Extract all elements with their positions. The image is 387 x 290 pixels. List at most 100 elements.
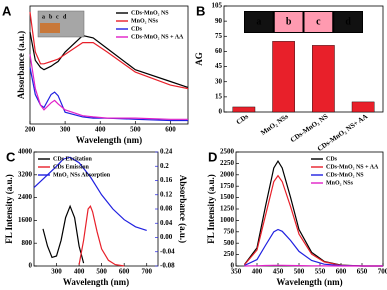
y-axis-title: FL Intensity (a.u.) <box>4 174 14 244</box>
x-tick-label: 550 <box>315 268 326 276</box>
y-tick-label: 2000 <box>220 170 235 178</box>
x-tick-label: 400 <box>74 268 85 276</box>
y-axis-title: AG <box>194 52 204 66</box>
x-tick-label: 400 <box>95 126 106 134</box>
x-axis-title: Wavelength (nm) <box>63 277 129 287</box>
y-tick-label: 0 <box>219 108 223 116</box>
x-tick-label: 200 <box>25 126 36 134</box>
x-tick-label: MnO₂ NSs <box>259 112 290 137</box>
legend-label: CDs-MnO₂ NS <box>326 172 364 178</box>
x-tick-label: 300 <box>51 268 62 276</box>
y-tick-label: 2400 <box>18 193 33 201</box>
y2-tick-label: -0.08 <box>160 262 175 270</box>
x-tick-label: CDs <box>235 112 250 126</box>
x-tick-label: 700 <box>378 268 387 276</box>
y-tick-label: 800 <box>22 239 33 247</box>
x-tick-label: 450 <box>273 268 284 276</box>
inset-label: a <box>256 16 261 27</box>
inset-label: d <box>63 14 67 20</box>
series-line <box>244 228 383 267</box>
series-line <box>33 156 147 231</box>
y-tick-label: 2500 <box>220 148 235 156</box>
y-tick-label: 2250 <box>220 159 235 167</box>
legend-label: CDs Emission <box>53 164 90 170</box>
y-tick-label: 4000 <box>18 148 33 156</box>
y-tick-label: 1750 <box>220 182 235 190</box>
x-tick-label: 500 <box>294 268 305 276</box>
y-axis-title: Absorbance (a.u.) <box>16 31 26 99</box>
y2-tick-label: 0.24 <box>160 148 173 156</box>
y2-tick-label: 0.12 <box>160 190 173 198</box>
y-tick-label: 1000 <box>220 216 235 224</box>
legend-label: MnO₂ NSs <box>131 18 159 24</box>
bar <box>312 45 335 113</box>
x-tick-label: 650 <box>357 268 368 276</box>
x-tick-label: 600 <box>119 268 130 276</box>
y-tick-label: 1250 <box>220 205 235 213</box>
series-line <box>244 264 383 267</box>
y-axis-title: FL Intensity (a.u.) <box>206 174 216 244</box>
x-tick-label: 500 <box>96 268 107 276</box>
series-line <box>78 205 125 267</box>
x-axis-title: Wavelength (nm) <box>276 277 342 287</box>
inset-strip <box>244 11 363 33</box>
bar <box>232 106 256 113</box>
inset-cell <box>334 12 362 32</box>
legend-label: MnO₂ NSs Absorption <box>53 172 111 178</box>
y-tick-label: 0 <box>29 262 33 270</box>
y-tick-label: 105 <box>212 2 223 10</box>
legend-label: CDs-MnO₂ NS + AA <box>131 34 184 40</box>
inset-cell <box>245 12 273 32</box>
legend-label: CDs <box>326 156 338 162</box>
x-axis-title: Wavelength (nm) <box>76 135 142 145</box>
x-tick-label: 600 <box>165 126 176 134</box>
legend-label: CDs-MnO₂ NS + AA <box>326 164 379 170</box>
panel-label: A <box>2 3 12 18</box>
y-tick-label: 60 <box>215 47 223 55</box>
y-tick-label: 45 <box>215 62 223 70</box>
y-tick-label: 30 <box>215 77 223 85</box>
y-tick-label: 75 <box>215 32 223 40</box>
inset-label: b <box>49 14 53 20</box>
x-tick-label: 500 <box>130 126 141 134</box>
inset-label: d <box>345 16 351 27</box>
y2-tick-label: 0.2 <box>160 162 169 170</box>
y-tick-label: 1600 <box>18 216 33 224</box>
series-line <box>42 204 85 264</box>
x-tick-label: CDs-MnO₂ NS <box>289 112 330 144</box>
inset-cell <box>274 12 303 32</box>
legend-label: CDs <box>131 26 143 32</box>
y-tick-label: 90 <box>215 17 223 25</box>
y-tick-label: 3200 <box>18 170 33 178</box>
series-line <box>243 174 383 267</box>
y2-tick-label: 0.00 <box>160 233 173 241</box>
legend-label: MnO₂ NSs <box>326 180 354 186</box>
y2-tick-label: 0.04 <box>160 219 173 227</box>
inset-vial <box>40 23 60 33</box>
legend-label: CDs-MnO₂ NS <box>131 10 169 16</box>
panel-label: D <box>208 149 217 164</box>
plot-frame <box>29 5 189 125</box>
x-tick-label: 600 <box>336 268 347 276</box>
y-tick-label: 250 <box>224 250 235 258</box>
y2-tick-label: 0.08 <box>160 205 173 213</box>
inset-label: c <box>56 14 59 20</box>
y-tick-label: 750 <box>224 227 235 235</box>
x-tick-label: 400 <box>252 268 263 276</box>
x-tick-label: 300 <box>60 126 71 134</box>
inset-label: b <box>286 16 292 27</box>
panel-label: C <box>6 149 16 164</box>
series-line <box>29 11 189 90</box>
plot-frame <box>223 5 384 113</box>
series-line <box>29 67 188 122</box>
y2-tick-label: -0.04 <box>160 247 175 255</box>
y-tick-label: 500 <box>224 239 235 247</box>
y2-axis-title: Absorbance (a.u.) <box>178 175 188 243</box>
panel-label: B <box>196 3 205 18</box>
y-tick-label: 0 <box>231 262 235 270</box>
bar <box>351 101 375 113</box>
bar <box>272 41 295 113</box>
series-line <box>29 54 188 120</box>
y2-tick-label: 0.16 <box>160 176 173 184</box>
